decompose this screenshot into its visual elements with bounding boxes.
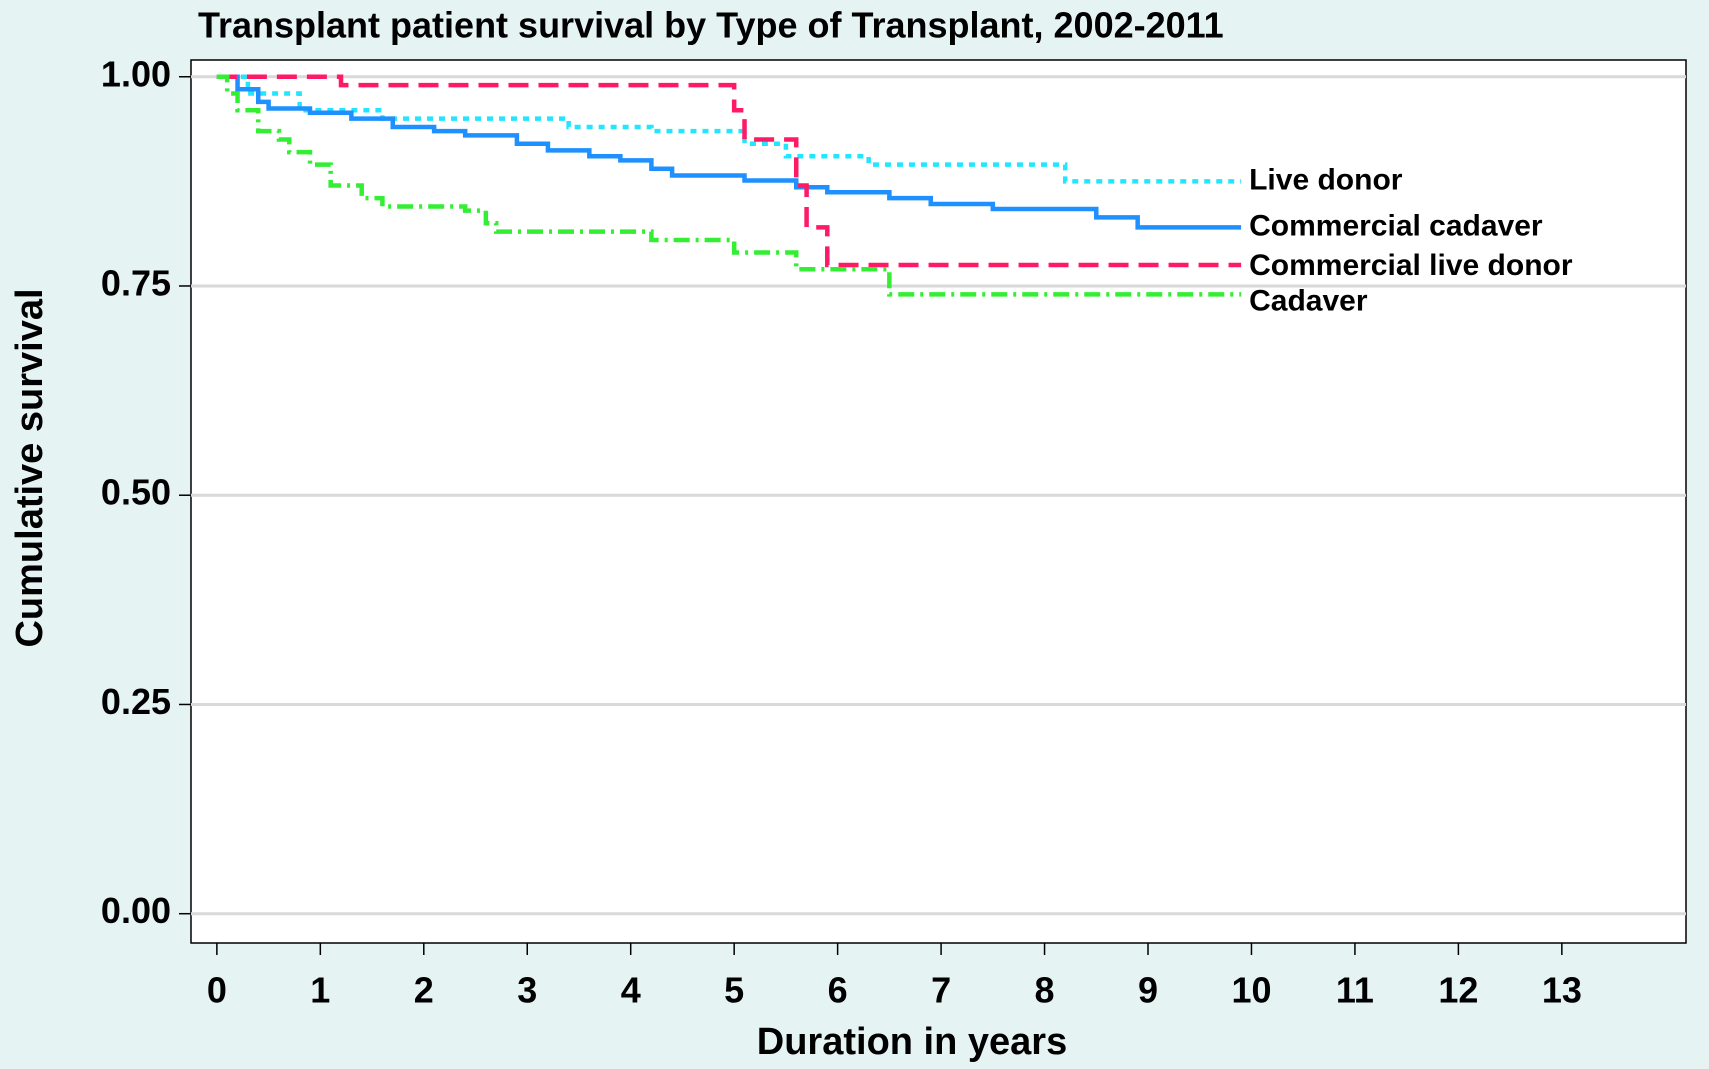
y-tick-label: 0.50 <box>101 472 171 513</box>
x-tick-label: 6 <box>828 970 848 1011</box>
x-tick-label: 12 <box>1438 970 1478 1011</box>
y-axis-label: Cumulative survival <box>9 288 51 647</box>
survival-line <box>216 74 1242 230</box>
x-tick-label: 13 <box>1542 970 1582 1011</box>
survival-line <box>216 74 1242 297</box>
series-label: Live donor <box>1249 163 1403 196</box>
x-tick-label: 5 <box>724 970 744 1011</box>
y-tick-label: 0.25 <box>101 681 171 722</box>
y-tick-label: 1.00 <box>101 53 171 94</box>
x-tick-label: 10 <box>1231 970 1271 1011</box>
x-tick-label: 4 <box>621 970 641 1011</box>
y-tick-label: 0.00 <box>101 890 171 931</box>
x-tick-label: 7 <box>931 970 951 1011</box>
x-tick-label: 0 <box>207 970 227 1011</box>
chart-title: Transplant patient survival by Type of T… <box>198 5 1224 46</box>
x-tick-label: 2 <box>414 970 434 1011</box>
x-axis-label: Duration in years <box>757 1021 1067 1063</box>
plot-area <box>190 59 1687 944</box>
x-tick-label: 3 <box>517 970 537 1011</box>
x-tick-label: 9 <box>1138 970 1158 1011</box>
x-tick-label: 1 <box>310 970 330 1011</box>
series-label: Cadaver <box>1249 284 1368 317</box>
series-label: Commercial cadaver <box>1249 209 1543 242</box>
survival-line <box>216 74 1242 268</box>
y-tick-label: 0.75 <box>101 262 171 303</box>
x-tick-label: 8 <box>1035 970 1055 1011</box>
series-label: Commercial live donor <box>1249 249 1573 282</box>
x-tick-label: 11 <box>1336 970 1374 1011</box>
